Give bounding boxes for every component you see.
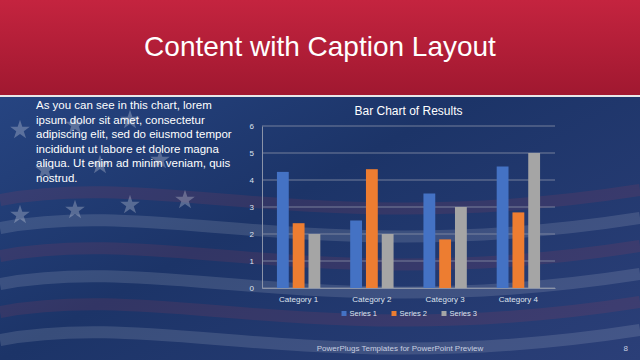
caption: As you can see in this chart, lorem ipsu… [36, 98, 236, 185]
grid-line [262, 153, 555, 154]
flag-star [175, 190, 195, 209]
bar [308, 234, 320, 288]
bar [423, 194, 435, 289]
y-tick: 0 [250, 284, 262, 293]
footer: PowerPlugs Templates for PowerPoint Prev… [317, 344, 484, 353]
bar [350, 221, 362, 289]
y-tick-label: 0 [250, 284, 255, 293]
flag-stripes [0, 190, 640, 349]
x-tick: Category 1 [279, 295, 319, 304]
grid-line [262, 180, 555, 181]
grid [262, 126, 555, 288]
grid-line [262, 207, 555, 208]
y-tick: 1 [250, 257, 262, 266]
bar [366, 169, 378, 288]
y-tick: 6 [250, 122, 262, 131]
y-tick-label: 2 [250, 230, 255, 239]
y-tick: 5 [250, 149, 262, 158]
flag-star [10, 205, 30, 224]
bar [528, 153, 540, 288]
y-tick-label: 6 [250, 122, 255, 131]
x-tick: Category 4 [499, 295, 539, 304]
y-tick: 3 [250, 203, 262, 212]
header-band [0, 0, 640, 95]
legend-swatch [392, 311, 397, 316]
legend: Series 1 Series 2 Series 3 [342, 309, 478, 318]
legend-label: Series 2 [400, 309, 428, 318]
y-tick: 2 [250, 230, 262, 239]
y-axis: 0 1 2 3 4 5 6 [250, 122, 263, 293]
flag-star [65, 200, 85, 219]
flag-star [10, 120, 30, 139]
grid-line [262, 288, 555, 289]
x-axis-line [263, 288, 556, 289]
chart: Bar Chart of Results0123456Category 1Cat… [250, 104, 556, 318]
legend-label: Series 1 [350, 309, 378, 318]
grid-line [262, 234, 555, 235]
background: Content with Caption Layout PowerPlugs Te… [0, 0, 640, 360]
y-axis-line [262, 127, 263, 289]
y-tick-label: 4 [250, 176, 255, 185]
body-background [0, 0, 640, 360]
x-tick-label: Category 4 [499, 295, 539, 304]
bar [455, 207, 467, 288]
flag-stripe [0, 218, 640, 237]
x-tick-label: Category 2 [352, 295, 392, 304]
legend-swatch [442, 311, 447, 316]
x-axis: Category 1 Category 2 Category 3 Category 4 [263, 289, 556, 304]
bar [382, 234, 394, 288]
flag-stripe [0, 190, 640, 209]
y-tick: 4 [250, 176, 262, 185]
bar [512, 212, 524, 288]
x-tick-label: Category 3 [426, 295, 466, 304]
grid-line [262, 261, 555, 262]
bars [277, 153, 540, 288]
x-tick: Category 3 [426, 295, 466, 304]
grid-line [262, 126, 555, 127]
bar [293, 223, 305, 288]
y-tick-label: 1 [250, 257, 255, 266]
bar [439, 239, 451, 288]
flag-stripe [0, 302, 640, 321]
header-rule [0, 95, 640, 97]
page-number: 8 [624, 344, 629, 353]
bar [497, 167, 509, 289]
flag-star [120, 195, 140, 214]
x-tick-label: Category 1 [279, 295, 319, 304]
y-tick-label: 3 [250, 203, 255, 212]
y-tick-label: 5 [250, 149, 255, 158]
slide: Content with Caption Layout PowerPlugs Te… [0, 0, 640, 360]
x-tick: Category 2 [352, 295, 392, 304]
chart-title: Bar Chart of Results [354, 104, 462, 118]
legend-label: Series 3 [450, 309, 478, 318]
slide-title: Content with Caption Layout [144, 31, 496, 62]
bar [277, 172, 289, 288]
legend-swatch [342, 311, 347, 316]
